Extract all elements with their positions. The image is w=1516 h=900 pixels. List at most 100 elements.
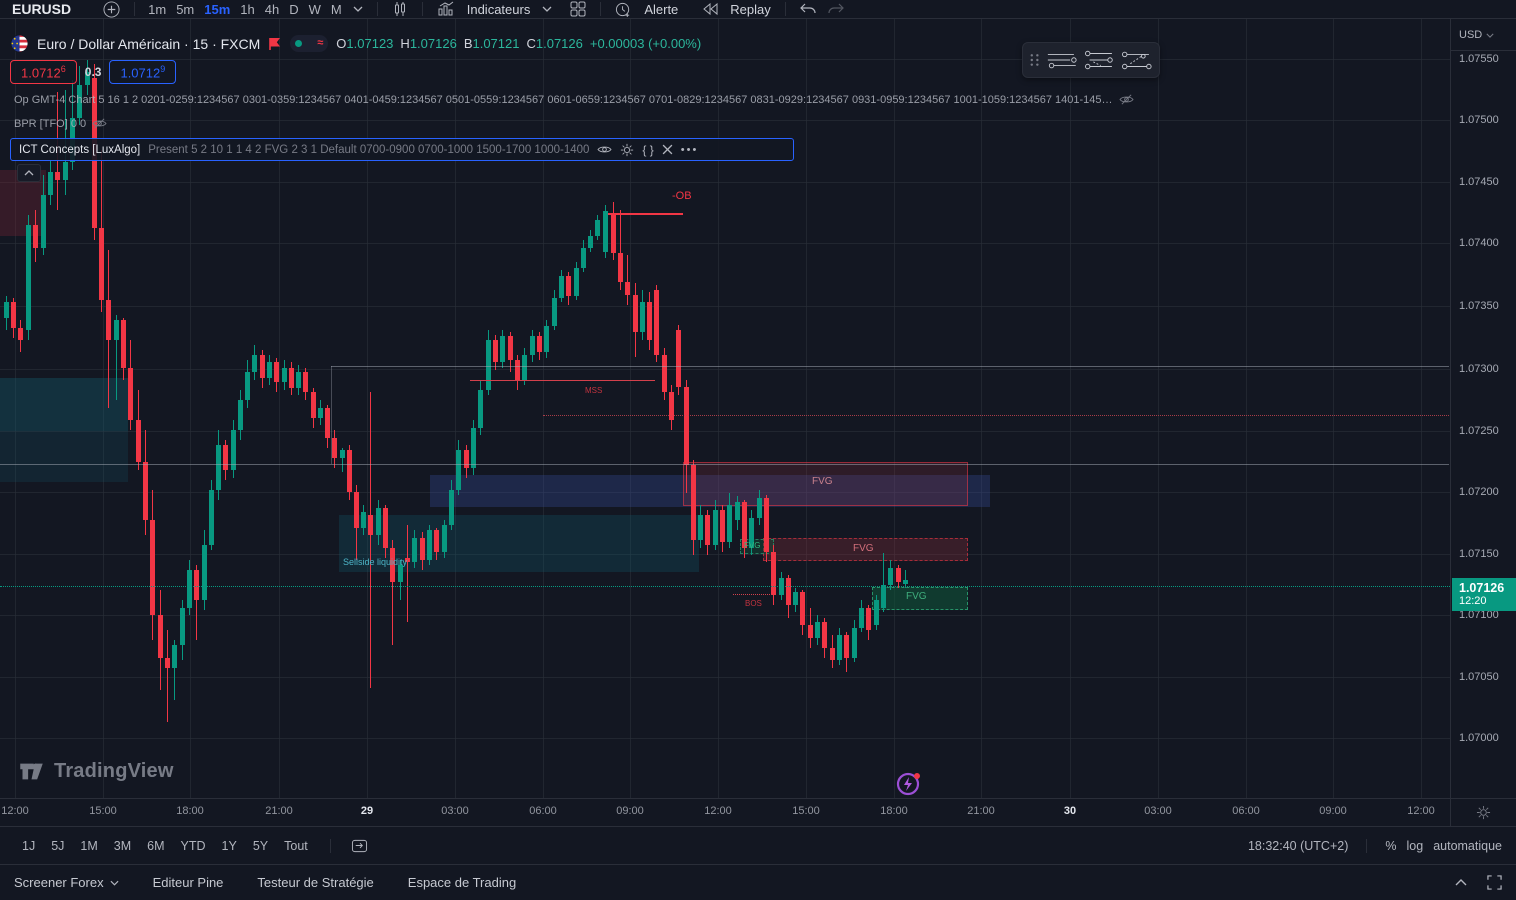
- lightning-boost-icon[interactable]: [894, 768, 924, 798]
- auto-scale-button[interactable]: automatique: [1433, 838, 1502, 853]
- replay-rewind-icon[interactable]: [696, 2, 724, 16]
- clock-utc[interactable]: 18:32:40 (UTC+2): [1247, 838, 1349, 853]
- grid-vline: [894, 19, 895, 798]
- range-ytd[interactable]: YTD: [180, 838, 206, 853]
- tab-espace-de-trading[interactable]: Espace de Trading: [407, 875, 517, 890]
- candle-body: [11, 302, 16, 328]
- timeframe-D[interactable]: D: [289, 1, 299, 17]
- horizontal-lines-tool-icon[interactable]: [1046, 49, 1078, 71]
- indicator-line: [608, 213, 683, 215]
- trend-lines-tool-icon[interactable]: [1121, 49, 1153, 71]
- axis-settings-corner[interactable]: [1450, 798, 1516, 826]
- collapse-legend-button[interactable]: [17, 164, 41, 182]
- last-price-label[interactable]: 1.07126 12:20: [1452, 578, 1516, 611]
- legend-title[interactable]: Euro / Dollar Américain · 15 · FXCM: [37, 35, 261, 52]
- indicator-row-bpr[interactable]: BPR [TFO] 0 0: [14, 117, 107, 130]
- time-tick: 09:00: [616, 805, 644, 817]
- alert-button[interactable]: Alerte: [644, 1, 679, 17]
- range-holder: 1J 5J 1M 3M 6M YTD 1Y 5Y Tout: [14, 835, 316, 857]
- range-6m[interactable]: 6M: [147, 838, 165, 853]
- price-axis[interactable]: USD 1.07550 1.07500 1.07450 1.07400 1.07350 1…: [1450, 19, 1516, 798]
- tab-testeur-de-strat-gie[interactable]: Testeur de Stratégie: [257, 875, 374, 890]
- candle-body: [282, 368, 287, 382]
- eye-off-icon[interactable]: [1118, 93, 1134, 106]
- layout-grid-icon[interactable]: [564, 1, 592, 17]
- candle-body: [713, 510, 718, 545]
- source-code-icon[interactable]: { }: [642, 142, 654, 157]
- drag-handle-icon[interactable]: [1029, 52, 1040, 68]
- range-5j[interactable]: 5J: [51, 838, 65, 853]
- timeframe-M[interactable]: M: [330, 1, 342, 17]
- timeframe-1h[interactable]: 1h: [240, 1, 255, 17]
- eye-icon[interactable]: [597, 143, 612, 156]
- candle-body: [41, 195, 46, 248]
- indicators-dropdown-icon[interactable]: [536, 6, 558, 12]
- range-1y[interactable]: 1Y: [221, 838, 237, 853]
- indicators-icon[interactable]: [431, 1, 461, 17]
- range-1m[interactable]: 1M: [80, 838, 98, 853]
- grid-vline: [1158, 19, 1159, 798]
- tab-screener-forex[interactable]: Screener Forex: [14, 875, 119, 890]
- grid-vline: [103, 19, 104, 798]
- replay-button[interactable]: Replay: [730, 1, 771, 17]
- candle-body: [822, 622, 827, 648]
- buy-button[interactable]: 1.07129: [109, 60, 177, 85]
- candle-body: [106, 300, 111, 340]
- candle-body: [566, 276, 571, 296]
- grid-hline: [0, 677, 1450, 678]
- candle-body: [522, 355, 527, 380]
- goto-date-icon[interactable]: [345, 838, 374, 854]
- fullscreen-icon[interactable]: [1487, 875, 1502, 890]
- timeframe-1m[interactable]: 1m: [148, 1, 167, 17]
- top-toolbar: EURUSD 1m 5m 15m 1h 4h D W M Indicateurs Alerte: [0, 0, 1516, 19]
- parallel-lines-tool-icon[interactable]: [1084, 49, 1116, 71]
- more-options-icon[interactable]: •••: [680, 143, 699, 156]
- log-scale-button[interactable]: log: [1406, 838, 1424, 853]
- candle-body: [143, 462, 148, 520]
- timeframe-4h[interactable]: 4h: [264, 1, 280, 17]
- undo-icon[interactable]: [794, 3, 822, 15]
- eye-off-icon[interactable]: [92, 117, 107, 130]
- currency-selector[interactable]: USD: [1459, 29, 1494, 41]
- chart-style-candles-icon[interactable]: [386, 1, 414, 17]
- chart-annotation-fvg: FVG: [853, 543, 874, 554]
- alert-clock-icon[interactable]: [609, 1, 638, 18]
- symbol-search-button[interactable]: EURUSD: [12, 1, 72, 17]
- candle-body: [136, 420, 141, 462]
- indicator-zone-box: [339, 515, 699, 572]
- timeframe-dropdown-icon[interactable]: [347, 6, 369, 12]
- time-tick: 30: [1063, 805, 1077, 817]
- axis-divider: [1451, 50, 1516, 51]
- range-1j[interactable]: 1J: [22, 838, 36, 853]
- redo-icon[interactable]: [822, 3, 850, 15]
- time-axis[interactable]: 12:00 15:00 18:00 21:00 29 03:00 06:00 09:00 12:…: [0, 798, 1450, 826]
- tab-editeur-pine[interactable]: Editeur Pine: [152, 875, 224, 890]
- price-tick: 1.07150: [1459, 548, 1499, 560]
- expand-panel-chevron-icon[interactable]: [1455, 879, 1467, 886]
- close-icon[interactable]: [662, 144, 673, 155]
- range-tout[interactable]: Tout: [284, 838, 308, 853]
- candle-body: [376, 508, 381, 535]
- percent-scale-button[interactable]: %: [1385, 838, 1397, 853]
- indicator-row-sessions[interactable]: Op GMT-4 Chart 5 16 1 2 0201-0259:123456…: [14, 93, 1134, 106]
- gear-icon[interactable]: [620, 143, 634, 157]
- sell-button[interactable]: 1.07126: [10, 60, 77, 85]
- flag-bookmark-icon[interactable]: [268, 37, 282, 51]
- timeframe-5m[interactable]: 5m: [176, 1, 195, 17]
- timeframe-W[interactable]: W: [308, 1, 321, 17]
- add-symbol-icon[interactable]: [97, 0, 126, 18]
- candle-body: [896, 568, 901, 582]
- indicator-dotted-line: [543, 415, 1449, 416]
- grid-vline: [455, 19, 456, 798]
- indicator-row-ict-selected[interactable]: ICT Concepts [LuxAlgo] Present 5 2 10 1 …: [10, 138, 794, 161]
- range-3m[interactable]: 3M: [113, 838, 132, 853]
- floating-lines-toolbar[interactable]: [1022, 42, 1160, 78]
- indicators-button[interactable]: Indicateurs: [466, 1, 531, 17]
- timeframe-15m[interactable]: 15m: [204, 1, 231, 17]
- candle-body: [808, 625, 813, 638]
- price-tick: 1.07250: [1459, 425, 1499, 437]
- range-5y[interactable]: 5Y: [252, 838, 269, 853]
- candle-wick: [627, 255, 628, 305]
- market-status-toggle[interactable]: ≈: [290, 35, 329, 52]
